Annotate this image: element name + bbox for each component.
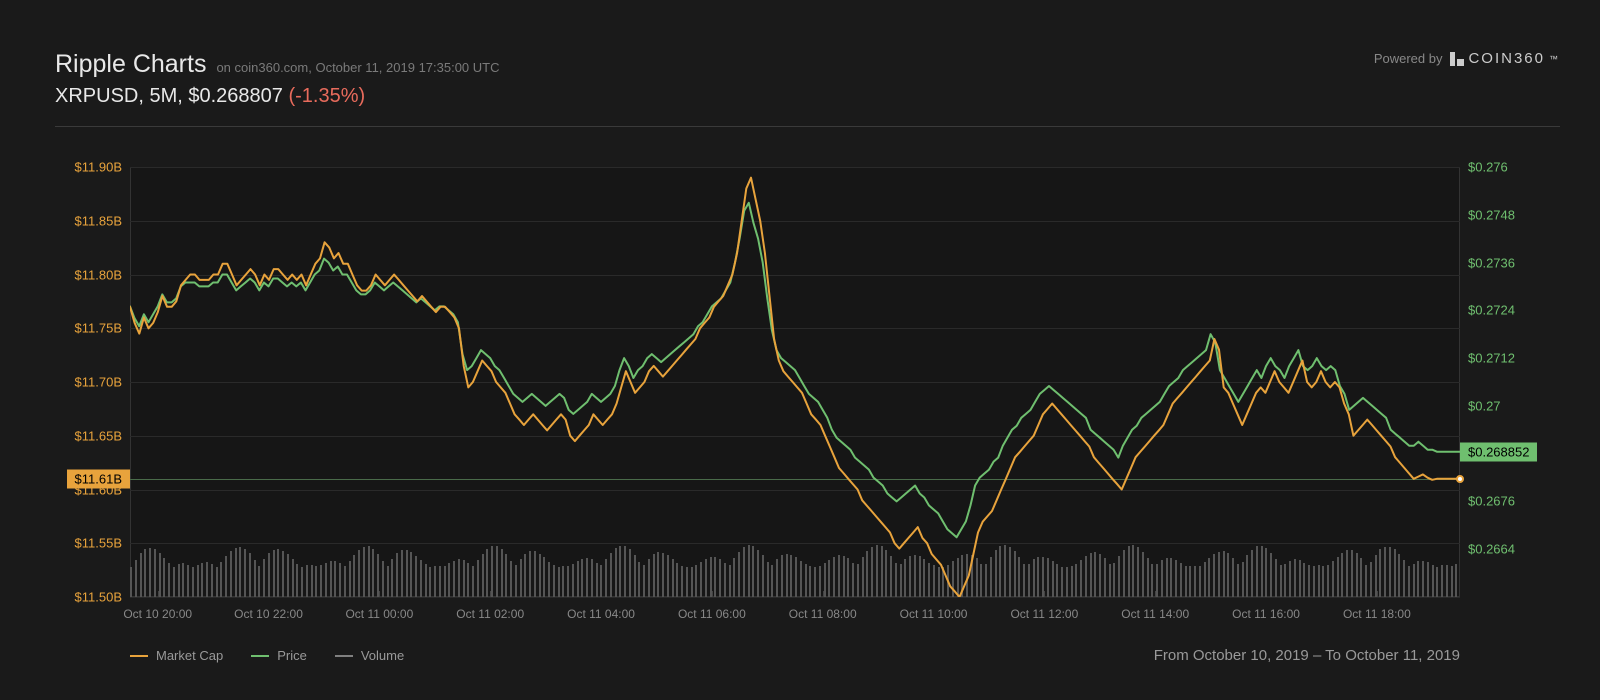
legend-item: Volume — [335, 648, 404, 663]
y-axis-left-label: $11.75B — [75, 321, 122, 336]
date-range: From October 10, 2019 – To October 11, 2… — [1154, 647, 1460, 664]
y-axis-left-label: $11.80B — [75, 267, 122, 282]
y-axis-right-label: $0.2712 — [1468, 351, 1515, 366]
y-axis-left-label: $11.65B — [75, 428, 122, 443]
brand-logo: COIN360 ™ — [1450, 50, 1560, 67]
chart-container: Ripple Charts on coin360.com, October 11… — [0, 0, 1600, 684]
x-axis-label: Oct 11 04:00 — [567, 607, 635, 621]
legend-label: Price — [277, 648, 307, 663]
x-axis-label: Oct 11 08:00 — [789, 607, 857, 621]
footer: Market Cap Price Volume From October 10, 2… — [130, 647, 1460, 664]
legend-item: Price — [251, 648, 307, 663]
legend-swatch — [335, 655, 353, 657]
y-axis-right-label: $0.27 — [1468, 398, 1501, 413]
x-axis-label: Oct 11 14:00 — [1121, 607, 1189, 621]
powered-by: Powered by COIN360 ™ — [1374, 50, 1560, 67]
current-price-badge: $0.268852 — [1460, 442, 1537, 461]
legend-swatch — [251, 655, 269, 657]
y-axis-left-label: $11.55B — [75, 536, 122, 551]
brand-tm: ™ — [1549, 54, 1560, 64]
x-axis-label: Oct 11 12:00 — [1010, 607, 1078, 621]
y-axis-right-label: $0.276 — [1468, 160, 1508, 175]
brand-name: COIN360 — [1468, 50, 1545, 67]
y-axis-right-label: $0.2676 — [1468, 494, 1515, 509]
x-axis-label: Oct 11 10:00 — [900, 607, 968, 621]
y-axis-right-label: $0.2664 — [1468, 542, 1515, 557]
end-marker — [1456, 475, 1464, 483]
chart-plot-area[interactable]: $11.90B$11.85B$11.80B$11.75B$11.70B$11.6… — [130, 167, 1460, 597]
header-left: Ripple Charts on coin360.com, October 11… — [55, 50, 500, 108]
legend-label: Volume — [361, 648, 404, 663]
y-axis-right-label: $0.2736 — [1468, 255, 1515, 270]
y-axis-right-label: $0.2748 — [1468, 207, 1515, 222]
x-axis-label: Oct 11 02:00 — [456, 607, 524, 621]
x-axis-label: Oct 10 22:00 — [234, 607, 303, 621]
pair-text: XRPUSD, 5M, $0.268807 — [55, 85, 283, 107]
pair-change: (-1.35%) — [288, 85, 365, 107]
pair-info: XRPUSD, 5M, $0.268807 (-1.35%) — [55, 85, 500, 108]
x-axis-label: Oct 11 06:00 — [678, 607, 746, 621]
page-title: Ripple Charts — [55, 50, 206, 79]
powered-label: Powered by — [1374, 51, 1443, 66]
y-axis-right-label: $0.2724 — [1468, 303, 1515, 318]
brand-icon — [1450, 52, 1464, 66]
y-axis-left-label: $11.70B — [75, 375, 122, 390]
current-marketcap-badge: $11.61B — [67, 469, 130, 488]
legend: Market Cap Price Volume — [130, 648, 404, 663]
x-axis-label: Oct 11 16:00 — [1232, 607, 1300, 621]
header: Ripple Charts on coin360.com, October 11… — [55, 50, 1560, 127]
legend-item: Market Cap — [130, 648, 223, 663]
x-axis-label: Oct 11 00:00 — [345, 607, 413, 621]
y-axis-left-label: $11.85B — [75, 213, 122, 228]
chart-svg — [130, 167, 1460, 597]
y-axis-left-label: $11.50B — [75, 590, 122, 605]
y-axis-left-label: $11.90B — [75, 160, 122, 175]
legend-swatch — [130, 655, 148, 657]
legend-label: Market Cap — [156, 648, 223, 663]
x-axis-label: Oct 11 18:00 — [1343, 607, 1411, 621]
grid-line — [130, 597, 1460, 598]
title-row: Ripple Charts on coin360.com, October 11… — [55, 50, 500, 79]
x-axis-label: Oct 10 20:00 — [123, 607, 192, 621]
page-subtitle: on coin360.com, October 11, 2019 17:35:0… — [216, 60, 499, 75]
